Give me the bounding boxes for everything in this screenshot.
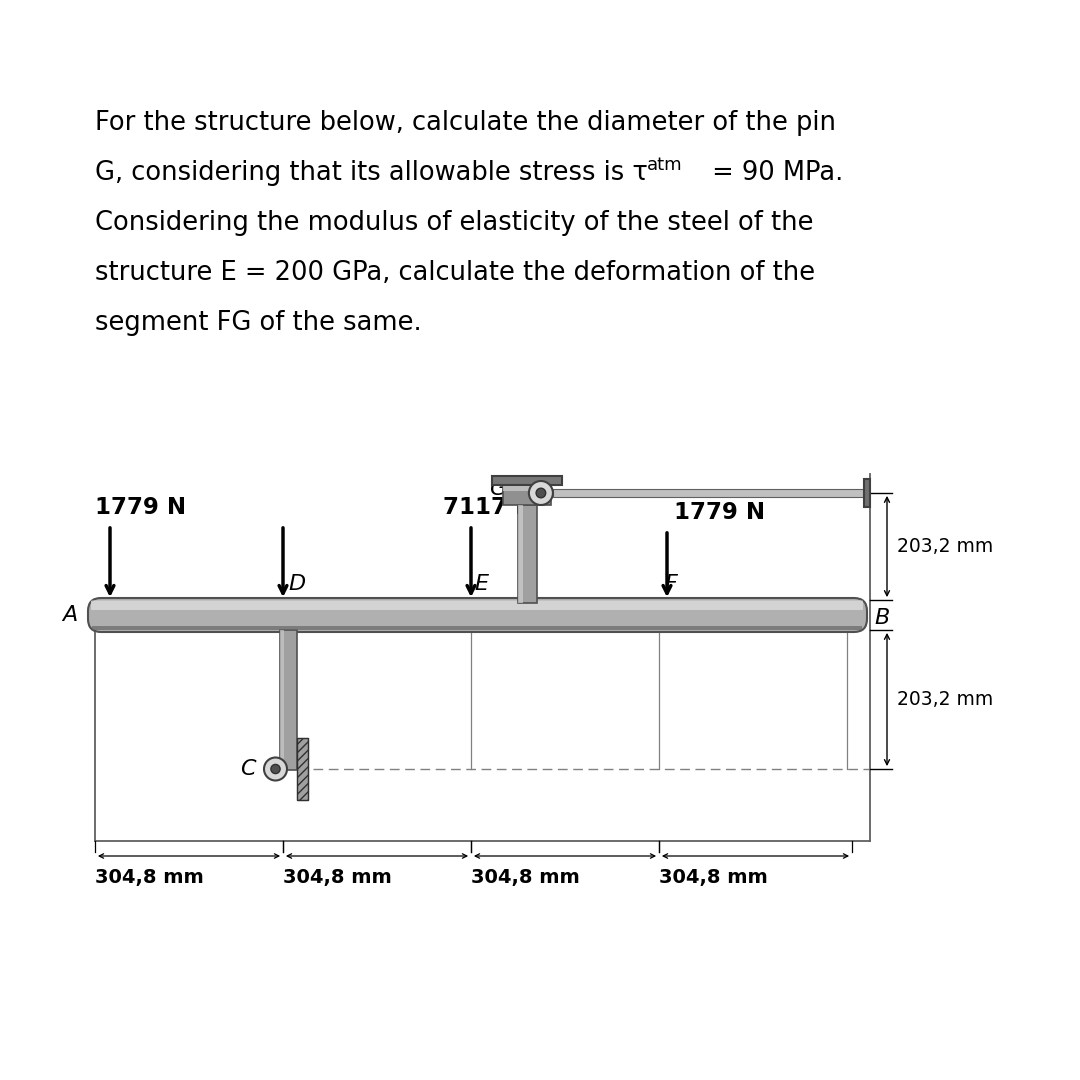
Text: 304,8 mm: 304,8 mm: [471, 868, 580, 887]
Bar: [492, 476, 563, 485]
Bar: [518, 505, 523, 603]
Text: F: F: [664, 573, 677, 594]
FancyBboxPatch shape: [91, 600, 863, 610]
Bar: [518, 505, 537, 603]
Text: 7117 N: 7117 N: [443, 496, 535, 519]
Text: segment FG of the same.: segment FG of the same.: [95, 310, 421, 336]
Text: 304,8 mm: 304,8 mm: [95, 868, 204, 887]
Text: D: D: [288, 573, 306, 594]
Text: C: C: [241, 759, 256, 779]
Text: B: B: [874, 608, 889, 627]
Text: 304,8 mm: 304,8 mm: [283, 868, 392, 887]
Bar: [297, 738, 309, 800]
Text: G, considering that its allowable stress is τ: G, considering that its allowable stress…: [95, 160, 648, 186]
FancyBboxPatch shape: [87, 598, 867, 632]
Bar: [92, 625, 862, 630]
Text: atm: atm: [647, 156, 683, 174]
Bar: [864, 480, 870, 507]
Circle shape: [264, 757, 287, 781]
Bar: [280, 630, 284, 770]
Text: 203,2 mm: 203,2 mm: [897, 690, 994, 708]
Bar: [553, 489, 864, 497]
Text: 1779 N: 1779 N: [674, 501, 765, 524]
Text: 203,2 mm: 203,2 mm: [897, 537, 994, 556]
Text: = 90 MPa.: = 90 MPa.: [704, 160, 843, 186]
Text: 304,8 mm: 304,8 mm: [659, 868, 768, 887]
Text: A: A: [62, 605, 77, 625]
Text: 1779 N: 1779 N: [95, 496, 186, 519]
Bar: [297, 738, 309, 800]
Circle shape: [271, 765, 280, 773]
Bar: [503, 485, 552, 505]
Circle shape: [536, 488, 545, 498]
Bar: [280, 630, 297, 770]
Text: G: G: [489, 480, 507, 499]
Bar: [503, 486, 552, 491]
Text: Considering the modulus of elasticity of the steel of the: Considering the modulus of elasticity of…: [95, 210, 813, 237]
Text: For the structure below, calculate the diameter of the pin: For the structure below, calculate the d…: [95, 110, 836, 136]
Text: structure E = 200 GPa, calculate the deformation of the: structure E = 200 GPa, calculate the def…: [95, 260, 815, 286]
Text: E: E: [474, 573, 488, 594]
Circle shape: [529, 481, 553, 505]
